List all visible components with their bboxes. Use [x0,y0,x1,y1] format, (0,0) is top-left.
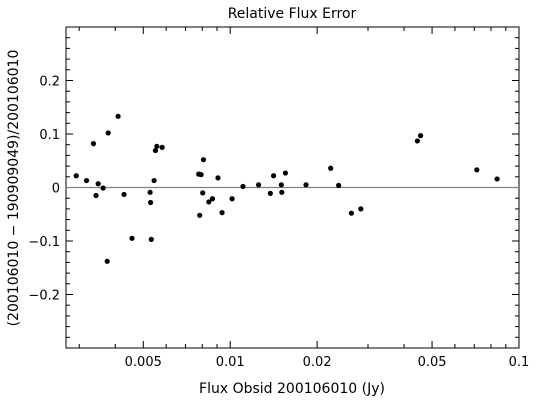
data-point [336,182,342,188]
tick-labels: 0.005 0.01 0.02 0.05 0.1 −0.2 −0.1 0 0.1 0.2 [28,75,529,371]
data-point [154,143,160,149]
data-point [200,157,207,163]
data-point [279,189,285,195]
x-axis-label: Flux Obsid 200106010 (Jy) [199,381,385,397]
data-point [414,138,420,144]
data-point [197,212,203,218]
data-point [115,113,121,119]
data-point [256,182,262,188]
chart-title: Relative Flux Error [228,6,357,22]
data-point [198,172,204,178]
data-point [417,133,424,139]
data-point [93,192,99,199]
data-point [159,144,165,150]
data-point [206,199,212,205]
x-tick-label: 0.02 [303,355,332,370]
x-tick-label: 0.01 [216,355,245,370]
data-point [90,141,97,147]
data-point [147,199,154,206]
y-tick-label: 0.1 [39,128,60,143]
data-point [267,190,273,196]
data-point [240,183,246,190]
data-point [147,189,153,195]
y-tick-label: 0 [52,182,60,197]
data-point [148,236,154,242]
data-point [95,181,101,187]
x-tick-label: 0.005 [125,355,162,370]
data-point [328,165,334,171]
y-tick-label: −0.2 [28,289,60,304]
y-tick-label: −0.1 [28,235,60,250]
data-point [100,185,106,191]
data-point [129,235,135,241]
data-point [358,206,364,212]
data-point [209,196,216,202]
data-point [83,177,90,184]
x-tick-label: 0.1 [509,355,530,370]
data-point [152,147,159,154]
x-tick-label: 0.05 [418,355,447,370]
data-point [151,177,157,184]
data-point [278,182,284,188]
data-point [104,258,110,264]
data-point [121,191,127,198]
data-point [229,196,235,202]
data-point [105,130,111,136]
axis-ticks [66,27,520,348]
data-point [303,182,309,188]
data-point [474,167,480,173]
data-point [282,170,289,176]
data-point [215,175,221,181]
data-point [219,210,225,216]
y-axis-label: (200106010 − 190909049)/200106010 [6,50,22,327]
data-point [200,190,206,196]
y-tick-label: 0.2 [39,75,60,90]
data-points [73,113,500,264]
data-point [348,210,354,216]
data-point [73,173,79,179]
data-point [270,173,277,179]
data-point [494,176,500,182]
